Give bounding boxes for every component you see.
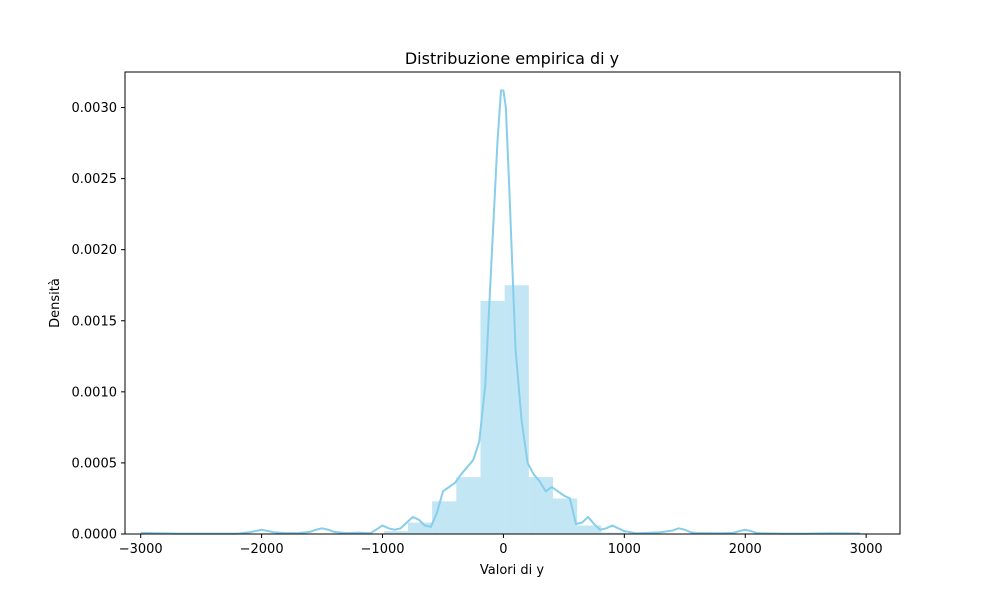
- y-tick-label: 0.0000: [72, 528, 118, 543]
- x-tick-label: 0: [499, 542, 507, 557]
- x-tick-label: −1000: [361, 542, 405, 557]
- x-tick-label: 3000: [850, 542, 883, 557]
- histogram-bar: [601, 532, 626, 534]
- x-tick-label: 2000: [729, 542, 762, 557]
- y-tick-label: 0.0015: [72, 314, 118, 329]
- histogram-bar: [577, 525, 602, 534]
- x-tick-label: −2000: [240, 542, 284, 557]
- histogram-bar: [432, 501, 457, 534]
- histogram-bar: [528, 477, 554, 534]
- y-tick-label: 0.0020: [72, 243, 118, 258]
- x-axis-label: Valori di y: [480, 563, 545, 578]
- plot-area: [140, 89, 861, 535]
- y-axis: 0.0000 0.0005 0.0010 0.0015 0.0020 0.0025 0.00…: [72, 101, 125, 543]
- y-tick-label: 0.0005: [72, 456, 118, 471]
- axes-frame: [124, 71, 901, 535]
- x-axis: −3000 −2000 −1000 0 1000 2000 3000: [119, 534, 883, 557]
- chart-title: Distribuzione empirica di y: [405, 49, 619, 68]
- kde-line: [140, 89, 861, 535]
- y-tick-label: 0.0010: [72, 385, 118, 400]
- histogram-bar: [407, 522, 433, 534]
- histogram-bar: [383, 531, 408, 534]
- histogram-bar: [504, 285, 529, 534]
- x-tick-label: 1000: [608, 542, 641, 557]
- y-axis-label: Densità: [48, 278, 63, 328]
- x-tick-label: −3000: [119, 542, 163, 557]
- y-tick-label: 0.0025: [72, 172, 118, 187]
- histogram-bar: [480, 300, 505, 534]
- y-tick-label: 0.0030: [72, 101, 118, 116]
- histogram-bar: [456, 477, 481, 534]
